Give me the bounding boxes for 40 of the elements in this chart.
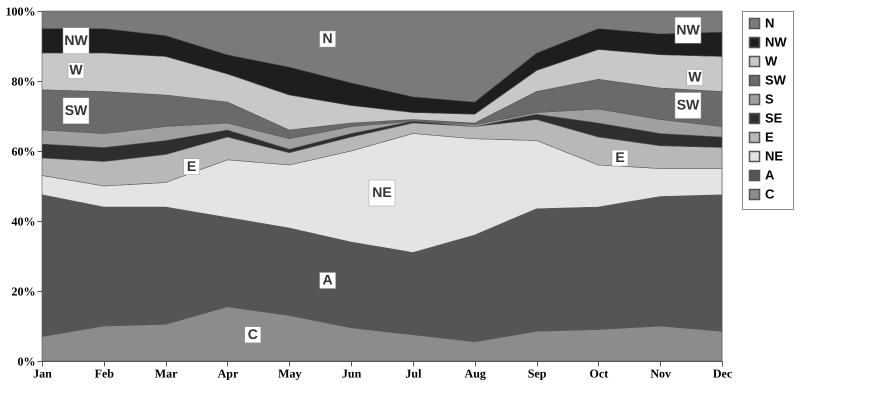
legend-label: NE <box>765 148 784 164</box>
annotation: SW <box>64 102 88 118</box>
x-tick-label: Dec <box>712 366 733 380</box>
annotation: E <box>615 149 625 165</box>
y-tick-label: 60% <box>12 144 36 158</box>
y-tick-label: 40% <box>12 214 36 228</box>
annotation: NW <box>64 32 88 48</box>
annotation: A <box>322 272 333 288</box>
legend-label: SE <box>765 110 783 126</box>
annotation: N <box>322 30 333 46</box>
legend-label: W <box>765 54 778 68</box>
y-tick-label: 80% <box>12 74 36 88</box>
legend-label: C <box>765 186 775 202</box>
annotation: NE <box>372 184 392 200</box>
annotation: W <box>69 62 84 78</box>
x-tick-label: Aug <box>464 366 486 380</box>
y-tick-label: 20% <box>12 284 36 298</box>
legend-label: SW <box>765 72 787 88</box>
annotation: NW <box>676 21 700 38</box>
x-tick-label: Jun <box>342 366 362 380</box>
x-tick-label: Oct <box>590 366 608 380</box>
legend-label: A <box>765 168 775 182</box>
x-tick-label: Apr <box>218 366 239 380</box>
x-tick-label: Sep <box>528 366 547 380</box>
annotation: W <box>688 68 702 84</box>
x-tick-label: Jan <box>33 366 52 380</box>
x-tick-label: Mar <box>154 366 178 380</box>
y-tick-label: 100% <box>6 4 36 18</box>
legend-label: E <box>765 130 774 144</box>
legend-label: NW <box>765 34 788 50</box>
annotation: E <box>186 158 196 174</box>
legend-label: S <box>765 92 774 106</box>
annotation: SW <box>676 96 700 112</box>
x-tick-label: Nov <box>650 366 672 380</box>
x-tick-label: Jul <box>405 366 422 380</box>
legend-label: N <box>765 16 774 30</box>
x-tick-label: Feb <box>94 366 114 380</box>
y-tick-label: 0% <box>18 354 36 368</box>
x-tick-label: May <box>278 366 302 380</box>
annotation: C <box>248 326 258 342</box>
